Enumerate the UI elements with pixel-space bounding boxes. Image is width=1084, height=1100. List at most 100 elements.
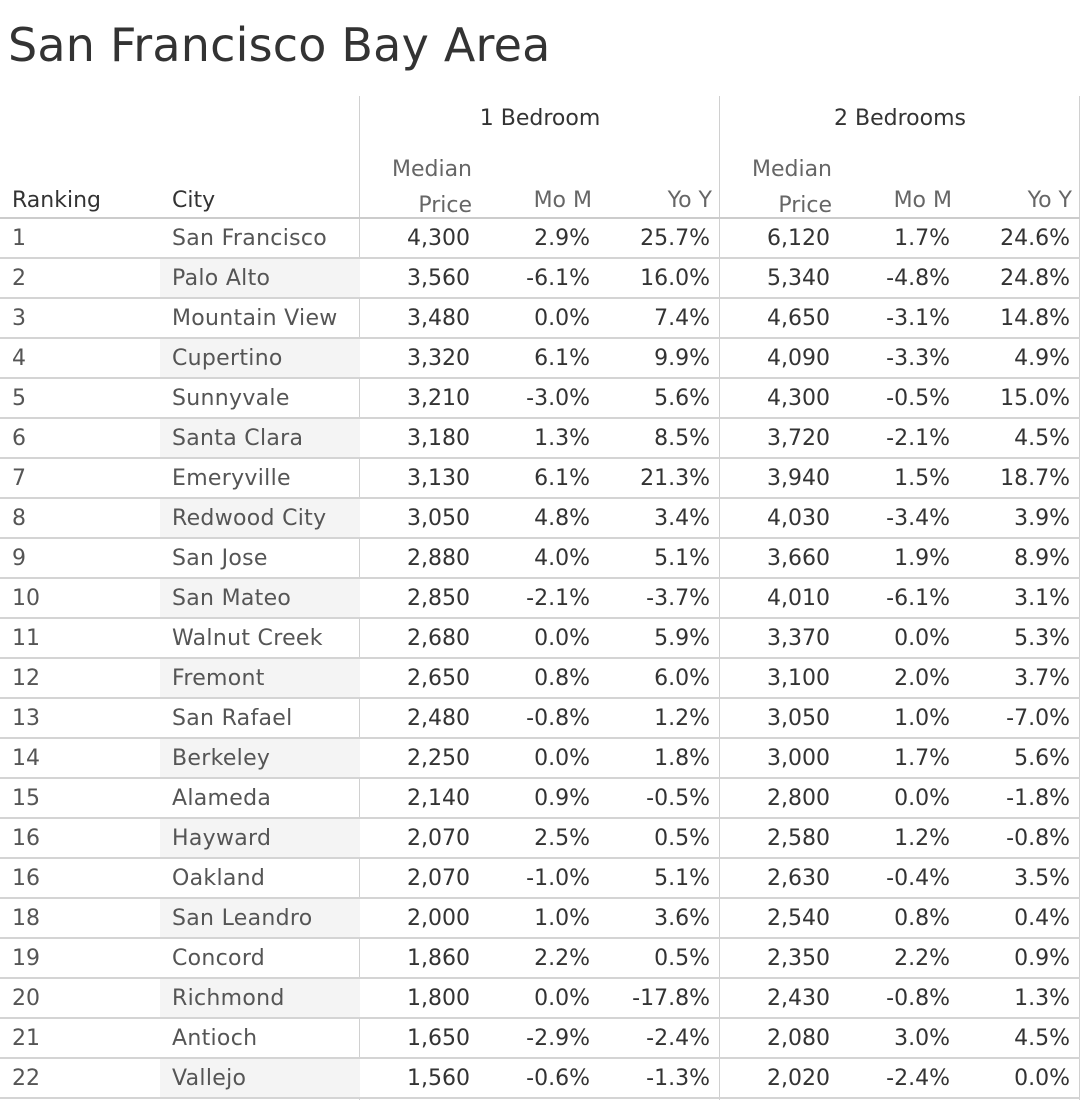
- cell-1bed-mom: -1.0%: [526, 866, 590, 891]
- cell-2bed-mom: 1.0%: [894, 706, 950, 731]
- cell-1bed-median: 3,320: [407, 346, 470, 371]
- cell-1bed-median: 2,070: [407, 826, 470, 851]
- row-divider: [0, 337, 1080, 339]
- city-cell-shade: [160, 899, 360, 939]
- cell-1bed-mom: 0.8%: [534, 666, 590, 691]
- cell-ranking: 18: [12, 906, 40, 931]
- cell-1bed-mom: 0.0%: [534, 986, 590, 1011]
- column-header-2bed-yoy: Yo Y: [1027, 188, 1072, 213]
- cell-1bed-mom: 2.9%: [534, 226, 590, 251]
- cell-1bed-mom: 0.9%: [534, 786, 590, 811]
- cell-1bed-mom: 1.0%: [534, 906, 590, 931]
- cell-1bed-mom: 4.0%: [534, 546, 590, 571]
- cell-ranking: 2: [12, 266, 26, 291]
- cell-ranking: 10: [12, 586, 40, 611]
- cell-1bed-median: 2,250: [407, 746, 470, 771]
- row-divider: [0, 817, 1080, 819]
- cell-1bed-mom: -0.6%: [526, 1066, 590, 1091]
- divider-right-edge: [1079, 96, 1080, 1100]
- city-cell-shade: [160, 979, 360, 1019]
- table-row: 20 Richmond 1,800 0.0% -17.8% 2,430 -0.8% 1.3%: [0, 979, 1080, 1019]
- cell-city: Vallejo: [172, 1066, 247, 1091]
- table-row: 16 Oakland 2,070 -1.0% 5.1% 2,630 -0.4% 3.5%: [0, 859, 1080, 899]
- cell-2bed-median: 2,430: [767, 986, 830, 1011]
- cell-1bed-median: 3,560: [407, 266, 470, 291]
- cell-2bed-yoy: -1.8%: [1006, 786, 1070, 811]
- cell-1bed-median: 3,210: [407, 386, 470, 411]
- cell-2bed-mom: 0.0%: [894, 626, 950, 651]
- row-divider: [0, 697, 1080, 699]
- table-row: 21 Antioch 1,650 -2.9% -2.4% 2,080 3.0% 4.5%: [0, 1019, 1080, 1059]
- cell-ranking: 8: [12, 506, 26, 531]
- cell-1bed-yoy: 25.7%: [640, 226, 710, 251]
- cell-ranking: 13: [12, 706, 40, 731]
- cell-1bed-yoy: -1.3%: [646, 1066, 710, 1091]
- cell-1bed-median: 2,480: [407, 706, 470, 731]
- cell-1bed-yoy: -0.5%: [646, 786, 710, 811]
- cell-1bed-median: 2,000: [407, 906, 470, 931]
- cell-1bed-yoy: 16.0%: [640, 266, 710, 291]
- row-divider: [0, 537, 1080, 539]
- cell-ranking: 5: [12, 386, 26, 411]
- row-divider: [0, 1057, 1080, 1059]
- cell-2bed-mom: 3.0%: [894, 1026, 950, 1051]
- cell-2bed-median: 4,650: [767, 306, 830, 331]
- cell-ranking: 22: [12, 1066, 40, 1091]
- cell-ranking: 15: [12, 786, 40, 811]
- table-row: 15 Alameda 2,140 0.9% -0.5% 2,800 0.0% -1.8%: [0, 779, 1080, 819]
- city-cell-shade: [160, 259, 360, 299]
- city-cell-shade: [160, 819, 360, 859]
- table-row: 1 San Francisco 4,300 2.9% 25.7% 6,120 1.7% 24.…: [0, 219, 1080, 259]
- cell-2bed-mom: 2.2%: [894, 946, 950, 971]
- cell-city: Sunnyvale: [172, 386, 290, 411]
- cell-1bed-yoy: 21.3%: [640, 466, 710, 491]
- cell-1bed-median: 2,070: [407, 866, 470, 891]
- cell-1bed-median: 1,800: [407, 986, 470, 1011]
- cell-2bed-yoy: 0.9%: [1014, 946, 1070, 971]
- cell-1bed-median: 1,860: [407, 946, 470, 971]
- cell-2bed-mom: -6.1%: [886, 586, 950, 611]
- cell-2bed-yoy: 18.7%: [1000, 466, 1070, 491]
- cell-city: Oakland: [172, 866, 266, 891]
- cell-1bed-mom: 0.0%: [534, 746, 590, 771]
- table-row: 14 Berkeley 2,250 0.0% 1.8% 3,000 1.7% 5.6%: [0, 739, 1080, 779]
- table-row: 2 Palo Alto 3,560 -6.1% 16.0% 5,340 -4.8% 24.8%: [0, 259, 1080, 299]
- cell-1bed-mom: 1.3%: [534, 426, 590, 451]
- cell-city: Emeryville: [172, 466, 291, 491]
- cell-ranking: 7: [12, 466, 26, 491]
- row-divider: [0, 1017, 1080, 1019]
- cell-ranking: 4: [12, 346, 26, 371]
- cell-2bed-median: 3,000: [767, 746, 830, 771]
- cell-2bed-yoy: 5.6%: [1014, 746, 1070, 771]
- row-divider: [0, 297, 1080, 299]
- row-divider: [0, 737, 1080, 739]
- cell-2bed-mom: -0.4%: [886, 866, 950, 891]
- cell-1bed-mom: -3.0%: [526, 386, 590, 411]
- cell-2bed-yoy: -7.0%: [1006, 706, 1070, 731]
- cell-2bed-mom: 1.2%: [894, 826, 950, 851]
- cell-city: San Francisco: [172, 226, 328, 251]
- cell-ranking: 11: [12, 626, 40, 651]
- cell-2bed-yoy: -0.8%: [1006, 826, 1070, 851]
- cell-1bed-yoy: 1.2%: [654, 706, 710, 731]
- cell-2bed-yoy: 0.4%: [1014, 906, 1070, 931]
- cell-2bed-yoy: 15.0%: [1000, 386, 1070, 411]
- cell-city: San Jose: [172, 546, 268, 571]
- cell-1bed-mom: 0.0%: [534, 306, 590, 331]
- cell-ranking: 1: [12, 226, 26, 251]
- cell-ranking: 19: [12, 946, 40, 971]
- cell-city: Richmond: [172, 986, 285, 1011]
- cell-1bed-mom: -0.8%: [526, 706, 590, 731]
- cell-2bed-mom: -0.5%: [886, 386, 950, 411]
- cell-2bed-median: 3,940: [767, 466, 830, 491]
- table-row: 4 Cupertino 3,320 6.1% 9.9% 4,090 -3.3% 4.9%: [0, 339, 1080, 379]
- cell-ranking: 14: [12, 746, 40, 771]
- cell-city: Mountain View: [172, 306, 338, 331]
- cell-2bed-mom: -2.1%: [886, 426, 950, 451]
- cell-2bed-yoy: 1.3%: [1014, 986, 1070, 1011]
- cell-1bed-yoy: 9.9%: [654, 346, 710, 371]
- column-header-2bed-median: Median Price: [720, 152, 832, 224]
- cell-2bed-median: 4,090: [767, 346, 830, 371]
- table-row: 5 Sunnyvale 3,210 -3.0% 5.6% 4,300 -0.5% 15.0%: [0, 379, 1080, 419]
- cell-2bed-mom: -3.1%: [886, 306, 950, 331]
